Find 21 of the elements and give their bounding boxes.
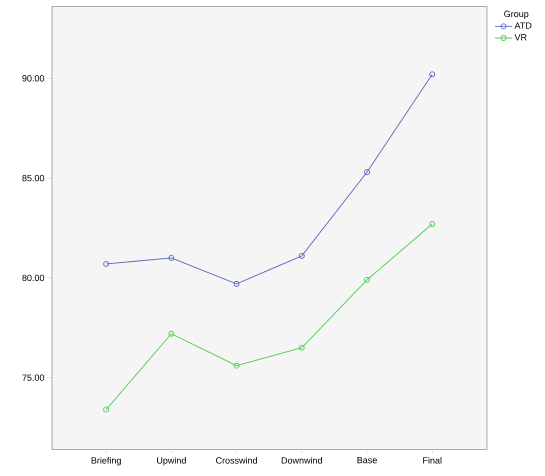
x-tick-label: Crosswind [216,457,257,464]
point [234,362,240,369]
point [298,252,305,259]
x-tick-label: Downwind [282,457,322,464]
point [364,276,370,283]
y-tick-label: 90.00 [22,75,44,82]
y-tick-label: 75.00 [22,374,44,381]
legend-title: Group [504,10,528,19]
y-tick-label: 80.00 [22,274,44,282]
legend-label: VR [514,34,527,40]
point [298,344,305,351]
x-tick-label: Final [423,457,442,464]
point [168,330,174,337]
x-tick-label: Upwind [157,457,186,466]
y-tick-label: 85.00 [22,174,44,182]
point [234,280,240,287]
legend-label: ATD [514,22,532,29]
point [364,169,370,176]
x-tick-label: Briefing [92,457,121,466]
x-tick-label: Base [357,457,377,464]
point [168,254,174,261]
